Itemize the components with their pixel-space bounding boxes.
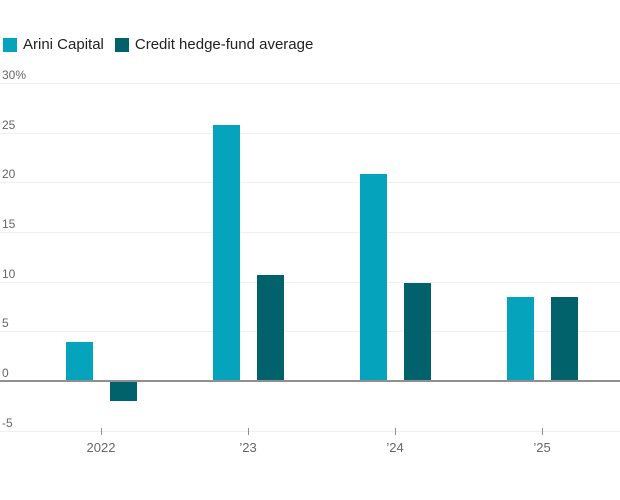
y-axis-label-25: 25 [2,117,16,132]
gridline-30 [0,83,620,84]
gridline-20 [0,182,620,183]
gridline-10 [0,282,620,283]
x-tick-4 [542,428,543,435]
y-axis-label-0: 0 [2,366,9,380]
legend-swatch-credit-average [114,37,129,52]
x-axis-label-3: ’24 [386,440,404,455]
legend-item-credit-average: Credit hedge-fund average [114,36,314,53]
legend-item-arini-capital: Arini Capital [3,36,104,53]
bar-arini-25 [506,296,534,381]
y-axis-label-10: 10 [2,266,16,281]
y-axis-label-15: 15 [2,216,16,231]
y-axis-label-20: 20 [2,167,16,182]
zero-line [0,380,620,382]
gridline-5 [0,331,620,332]
bar-arini-23 [212,124,240,381]
x-tick-1 [101,428,102,435]
bar-average-2022 [109,381,137,401]
gridline--5 [0,431,620,432]
x-axis-label-1: 2022 [86,440,116,455]
bar-average-23 [256,274,284,381]
legend-label-credit-average: Credit hedge-fund average [134,36,314,53]
x-axis-label-2: ’23 [239,440,257,455]
y-axis-label-30: 30% [2,67,27,82]
bar-average-24 [403,282,431,381]
y-axis-label--5: -5 [2,415,13,430]
bar-arini-24 [359,174,387,381]
x-axis-label-4: ’25 [533,440,551,455]
legend-label-arini-capital: Arini Capital [23,36,104,53]
x-tick-3 [395,428,396,435]
x-tick-2 [248,428,249,435]
legend-swatch-arini-capital [3,37,17,52]
y-axis-label-5: 5 [2,316,9,331]
legend: Arini Capital Credit hedge-fund average [3,36,313,53]
gridline-15 [0,232,620,233]
bar-average-25 [550,296,578,381]
gridline-25 [0,133,620,134]
bar-arini-2022 [65,342,93,381]
